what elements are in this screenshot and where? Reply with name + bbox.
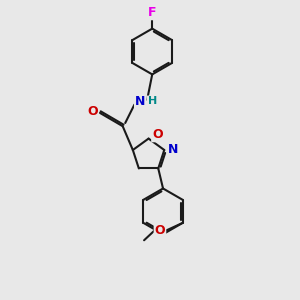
Text: H: H: [148, 96, 157, 106]
Text: N: N: [135, 95, 145, 108]
Text: O: O: [88, 105, 98, 118]
Text: O: O: [152, 128, 163, 141]
Text: N: N: [168, 143, 178, 156]
Text: F: F: [148, 6, 157, 19]
Text: O: O: [155, 224, 165, 237]
